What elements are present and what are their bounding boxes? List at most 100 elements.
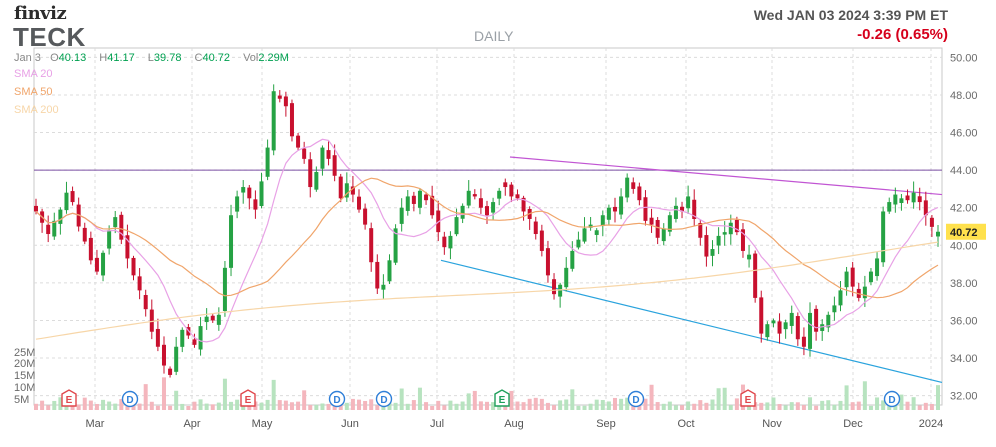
volume-bar [393,402,398,410]
low-label: L [147,52,154,64]
volume-bar [442,405,447,410]
legend-sma200[interactable]: SMA 200 [14,104,59,116]
candle-body [637,186,642,201]
marker-label: D [333,395,340,406]
dividend-marker: D [121,390,139,408]
candle-body [296,135,301,148]
candle-body [253,199,258,210]
candle-body [143,295,148,310]
low-value: 39.78 [153,52,182,64]
candle-body [814,308,819,332]
volume-bar [143,384,148,410]
candle-body [570,250,575,269]
candle-body [155,328,160,347]
candle-body [612,206,617,212]
candle-body [192,339,197,345]
legend-sma20[interactable]: SMA 20 [14,68,53,80]
marker-label: D [126,395,133,406]
close-label: C [194,52,203,64]
finviz-logo[interactable]: finviz [14,3,67,24]
candle-body [783,322,788,330]
volume-bar [582,405,587,410]
volume-bar [862,381,867,410]
candle-body [405,196,410,211]
volume-bar [923,402,928,410]
candle-body [58,209,63,224]
volume-bar [905,401,910,410]
candle-body [344,183,349,198]
candle-body [216,314,221,325]
candle-body [844,271,849,288]
candle-body [552,279,557,295]
volume-bar [216,402,221,410]
candle-body [917,196,922,203]
volume-bar [314,404,319,410]
x-tick-label: Nov [762,418,782,430]
volume-bar [881,400,886,410]
volume-bar [515,401,520,410]
dividend-icon [883,390,901,408]
volume-bar [283,400,288,410]
volume-bar [338,404,343,410]
volume-bar [594,399,599,410]
volume-bar [875,397,880,410]
volume-bar [454,403,459,410]
volume-bar [521,402,526,410]
candle-body [442,236,447,248]
candle-body [698,223,703,238]
candle-body [375,261,380,289]
candle-body [387,260,392,282]
candle-body [850,267,855,287]
candle-body [101,252,106,276]
candle-body [765,324,770,338]
chart-period[interactable]: DAILY [474,28,514,44]
candle-body [771,320,776,324]
candle-body [893,194,898,205]
candle-body [399,207,404,224]
volume-bar [777,404,782,410]
volume-bar [137,403,142,410]
earnings-icon [61,389,77,407]
volume-bar [94,403,99,410]
volume-bar [101,399,106,410]
candle-body [911,192,916,203]
candle-body [485,206,489,216]
candle-body [649,217,654,225]
volume-bar [277,400,282,410]
volume-bar [728,405,733,410]
volume-bar [411,400,416,410]
open-label: O [50,52,59,64]
earnings-marker: E [740,389,756,407]
volume-bar [302,390,307,410]
candle-body [716,235,721,246]
volume-bar [76,404,81,410]
candle-body [430,195,435,216]
y-tick-label: 34.00 [950,353,978,365]
candle-body [838,290,843,306]
volume-bar [686,401,691,410]
event-marker: E [494,389,510,407]
candle-body [82,227,87,242]
candle-body [320,147,325,169]
volume-bar [259,402,264,410]
candle-body [643,197,648,221]
volume-bar [692,403,697,410]
candle-body [881,211,886,263]
volume-bar [235,399,240,410]
volume-bar [759,402,764,410]
candle-body [198,326,203,350]
volume-bar [856,401,861,410]
volume-bar [643,398,648,410]
volume-bar [405,403,410,410]
last-price-tag [946,223,986,240]
candle-body [801,336,806,347]
candle-body [600,215,605,227]
legend-sma50[interactable]: SMA 50 [14,86,53,98]
dividend-icon [121,390,139,408]
volume-bar [789,402,794,410]
volume-bar [222,378,227,410]
candle-body [539,230,544,251]
y-tick-label: 38.00 [950,278,978,290]
